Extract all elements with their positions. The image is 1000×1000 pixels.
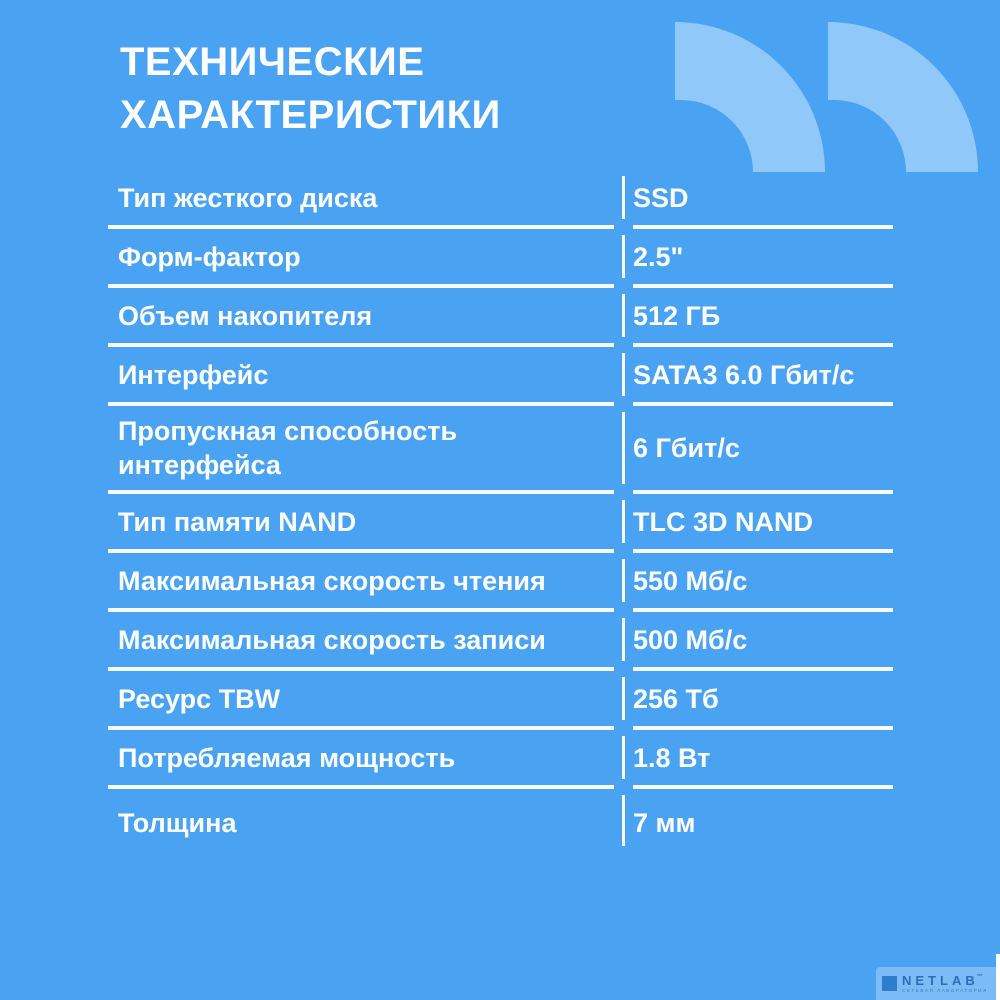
netlab-square-icon [882,976,897,991]
spec-label: Тип памяти NAND [108,494,614,553]
vertical-divider [622,500,625,543]
vertical-divider [622,235,625,278]
spec-value: 1.8 Вт [633,730,893,789]
spec-label: Пропускная способность интерфейса [108,406,614,494]
spec-value: 256 Тб [633,671,893,730]
column-gap [614,789,633,856]
column-gap [614,170,633,229]
vertical-divider [622,736,625,779]
spec-row: Максимальная скорость чтения 550 Мб/с [108,553,893,612]
spec-value: 7 мм [633,807,696,838]
spec-row: Потребляемая мощность 1.8 Вт [108,730,893,789]
trademark-symbol: ™ [976,973,983,980]
spec-row: Объем накопителя 512 ГБ [108,288,893,347]
column-gap [614,494,633,553]
spec-value: 2.5" [633,229,893,288]
spec-value: 512 ГБ [633,288,893,347]
spec-value: SATA3 6.0 Гбит/с [633,347,893,406]
netlab-brand: NETLAB [902,972,979,988]
vertical-divider [622,559,625,602]
spec-label: Форм-фактор [108,229,614,288]
spec-label: Объем накопителя [108,288,614,347]
spec-label: Потребляемая мощность [108,730,614,789]
spec-label: Максимальная скорость чтения [108,553,614,612]
spec-value: 500 Мб/с [633,612,893,671]
spec-row: Толщина 7 мм [108,789,893,856]
vertical-divider [622,412,625,484]
vertical-divider [622,618,625,661]
column-gap [614,347,633,406]
decorative-quotes-icon [675,22,978,172]
column-gap [614,553,633,612]
spec-value: 550 Мб/с [633,553,893,612]
column-gap [614,406,633,494]
spec-label: Максимальная скорость записи [108,612,614,671]
page-title-line2: ХАРАКТЕРИСТИКИ [120,93,501,137]
spec-row: Максимальная скорость записи 500 Мб/с [108,612,893,671]
spec-label: Тип жесткого диска [108,170,614,229]
logo-edge-strip [996,954,1000,1000]
vertical-divider [622,677,625,720]
spec-value: 6 Гбит/с [633,406,893,494]
column-gap [614,730,633,789]
spec-row: Интерфейс SATA3 6.0 Гбит/с [108,347,893,406]
vertical-divider [622,294,625,337]
spec-value: SSD [633,170,893,229]
spec-label: Интерфейс [108,347,614,406]
spec-row: Пропускная способность интерфейса 6 Гбит… [108,406,893,494]
spec-label: Ресурс TBW [108,671,614,730]
vertical-divider [622,795,625,846]
column-gap [614,612,633,671]
spec-value: TLC 3D NAND [633,494,893,553]
spec-row: Ресурс TBW 256 Тб [108,671,893,730]
spec-row: Тип жесткого диска SSD [108,170,893,229]
spec-table: Тип жесткого диска SSD Форм-фактор 2.5" … [108,170,893,856]
spec-row: Тип памяти NAND TLC 3D NAND [108,494,893,553]
spec-label: Толщина [118,807,237,838]
spec-row: Форм-фактор 2.5" [108,229,893,288]
netlab-text: NETLAB ™ СЕТЕВАЯ ЛАБОРАТОРИЯ [902,974,988,994]
page-title: ТЕХНИЧЕСКИЕ ХАРАКТЕРИСТИКИ [120,36,501,142]
page-title-line1: ТЕХНИЧЕСКИЕ [120,40,425,84]
vertical-divider [622,176,625,219]
column-gap [614,229,633,288]
column-gap [614,671,633,730]
vertical-divider [622,353,625,396]
netlab-logo: NETLAB ™ СЕТЕВАЯ ЛАБОРАТОРИЯ [876,967,996,1000]
netlab-tagline: СЕТЕВАЯ ЛАБОРАТОРИЯ [902,987,988,993]
column-gap [614,288,633,347]
